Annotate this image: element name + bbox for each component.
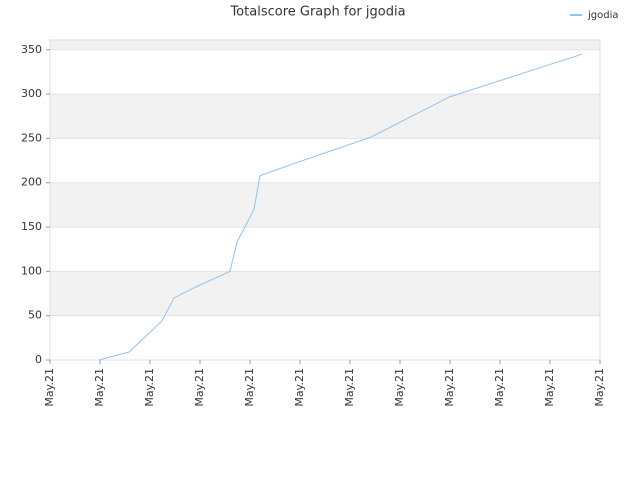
x-tick-label: May.21 bbox=[143, 368, 156, 407]
x-tick-label: May.21 bbox=[343, 368, 356, 407]
data-line bbox=[98, 53, 583, 361]
x-tick-label: May.21 bbox=[593, 368, 606, 407]
x-tick-label: May.21 bbox=[43, 368, 56, 407]
x-tick-label: May.21 bbox=[443, 368, 456, 407]
grid-band bbox=[50, 40, 600, 50]
y-tick-label: 50 bbox=[28, 309, 42, 322]
y-tick-label: 300 bbox=[21, 87, 42, 100]
grid-band bbox=[50, 94, 600, 139]
x-tick-label: May.21 bbox=[393, 368, 406, 407]
grid-band bbox=[50, 182, 600, 228]
x-tick-label: May.21 bbox=[193, 368, 206, 407]
x-tick-label: May.21 bbox=[293, 368, 306, 407]
grid-band bbox=[50, 271, 600, 316]
x-tick-label: May.21 bbox=[543, 368, 556, 407]
y-tick-label: 350 bbox=[21, 43, 42, 56]
legend-label: jgodia bbox=[587, 10, 619, 21]
y-tick-label: 200 bbox=[21, 176, 42, 189]
y-tick-label: 100 bbox=[21, 264, 42, 277]
y-tick-label: 250 bbox=[21, 131, 42, 144]
y-tick-label: 0 bbox=[35, 353, 42, 366]
x-tick-label: May.21 bbox=[493, 368, 506, 407]
x-tick-label: May.21 bbox=[243, 368, 256, 407]
x-tick-label: May.21 bbox=[93, 368, 106, 407]
y-tick-label: 150 bbox=[21, 220, 42, 233]
chart-title: Totalscore Graph for jgodia bbox=[229, 5, 405, 20]
